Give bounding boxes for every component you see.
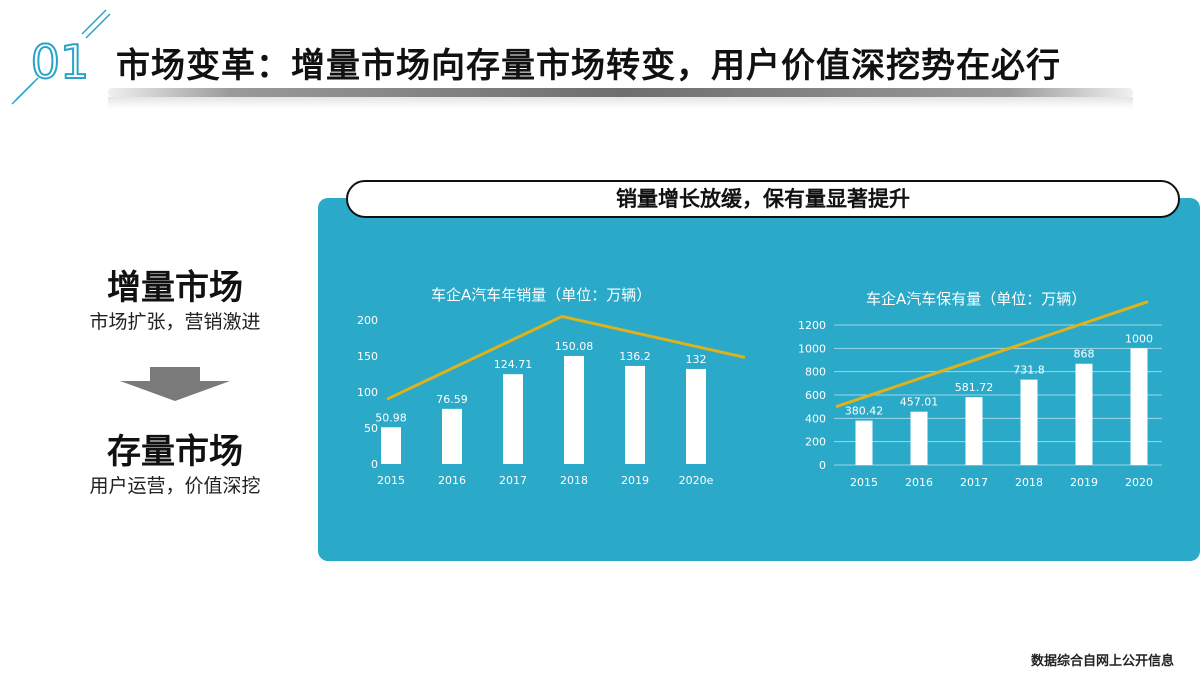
down-arrow-icon [120,367,230,401]
bar [442,408,462,464]
bar [855,420,873,465]
y-tick-label: 1200 [798,319,826,332]
incremental-market-block: 增量市场 市场扩张，营销激进 [40,268,310,334]
x-tick-label: 2019 [621,474,649,487]
data-label: 124.71 [494,358,533,371]
bar [686,368,706,464]
bar [910,411,928,465]
data-label: 50.98 [375,411,407,424]
data-label: 731.8 [1013,364,1045,377]
y-tick-label: 0 [819,459,826,472]
bar [625,365,645,464]
stock-market-title: 存量市场 [107,432,243,472]
deco-slash-line [15,77,39,101]
data-label: 581.72 [955,381,994,394]
deco-slash-line [85,13,111,39]
stock-market-block: 存量市场 用户运营，价值深挖 [40,432,310,498]
bar [564,355,584,464]
section-number-decoration: 01 [11,9,111,105]
deco-slash-line [81,9,107,35]
sales-chart-title: 车企A汽车年销量（单位：万辆） [431,286,652,304]
source-footnote: 数据综合自网上公开信息 [1030,654,1174,669]
data-label: 132 [686,353,707,366]
x-tick-label: 2015 [377,474,405,487]
y-tick-label: 150 [357,350,378,363]
x-tick-label: 2019 [1070,476,1098,489]
x-tick-label: 2015 [850,476,878,489]
y-tick-label: 0 [371,458,378,471]
bar [381,427,401,464]
x-tick-label: 2017 [960,476,988,489]
data-label: 136.2 [619,350,651,363]
x-tick-label: 2018 [1015,476,1043,489]
ownership-chart-title: 车企A汽车保有量（单位：万辆） [866,290,1087,308]
stock-market-subtitle: 用户运营，价值深挖 [89,475,261,497]
x-tick-label: 2018 [560,474,588,487]
y-tick-label: 1000 [798,342,826,355]
title-underline-shadow [108,97,1133,109]
y-tick-label: 400 [805,412,826,425]
y-tick-label: 100 [357,386,378,399]
charts-panel [318,198,1200,561]
y-tick-label: 50 [364,422,378,435]
data-label: 76.59 [436,393,468,406]
bar [1020,379,1038,465]
incremental-market-subtitle: 市场扩张，营销激进 [89,311,261,333]
data-label: 380.42 [845,405,884,418]
x-tick-label: 2017 [499,474,527,487]
x-tick-label: 2020e [679,474,714,487]
bar [1130,348,1148,465]
y-tick-label: 200 [357,314,378,327]
data-label: 868 [1074,348,1095,361]
incremental-market-title: 增量市场 [107,268,243,308]
section-number: 01 [31,35,90,89]
trend-line [835,300,1149,409]
trend-line [386,314,746,401]
x-tick-label: 2016 [905,476,933,489]
page-title: 市场变革：增量市场向存量市场转变，用户价值深挖势在必行 [116,46,1061,86]
bar [965,397,983,465]
data-label: 457.01 [900,396,939,409]
x-tick-label: 2020 [1125,476,1153,489]
panel-header: 销量增长放缓，保有量显著提升 [346,180,1180,218]
y-tick-label: 200 [805,436,826,449]
y-tick-label: 800 [805,366,826,379]
bar [1075,363,1093,465]
bar [503,374,523,464]
x-tick-label: 2016 [438,474,466,487]
y-tick-label: 600 [805,389,826,402]
title-underline [108,88,1133,97]
data-label: 150.08 [555,340,594,353]
data-label: 1000 [1125,332,1153,345]
